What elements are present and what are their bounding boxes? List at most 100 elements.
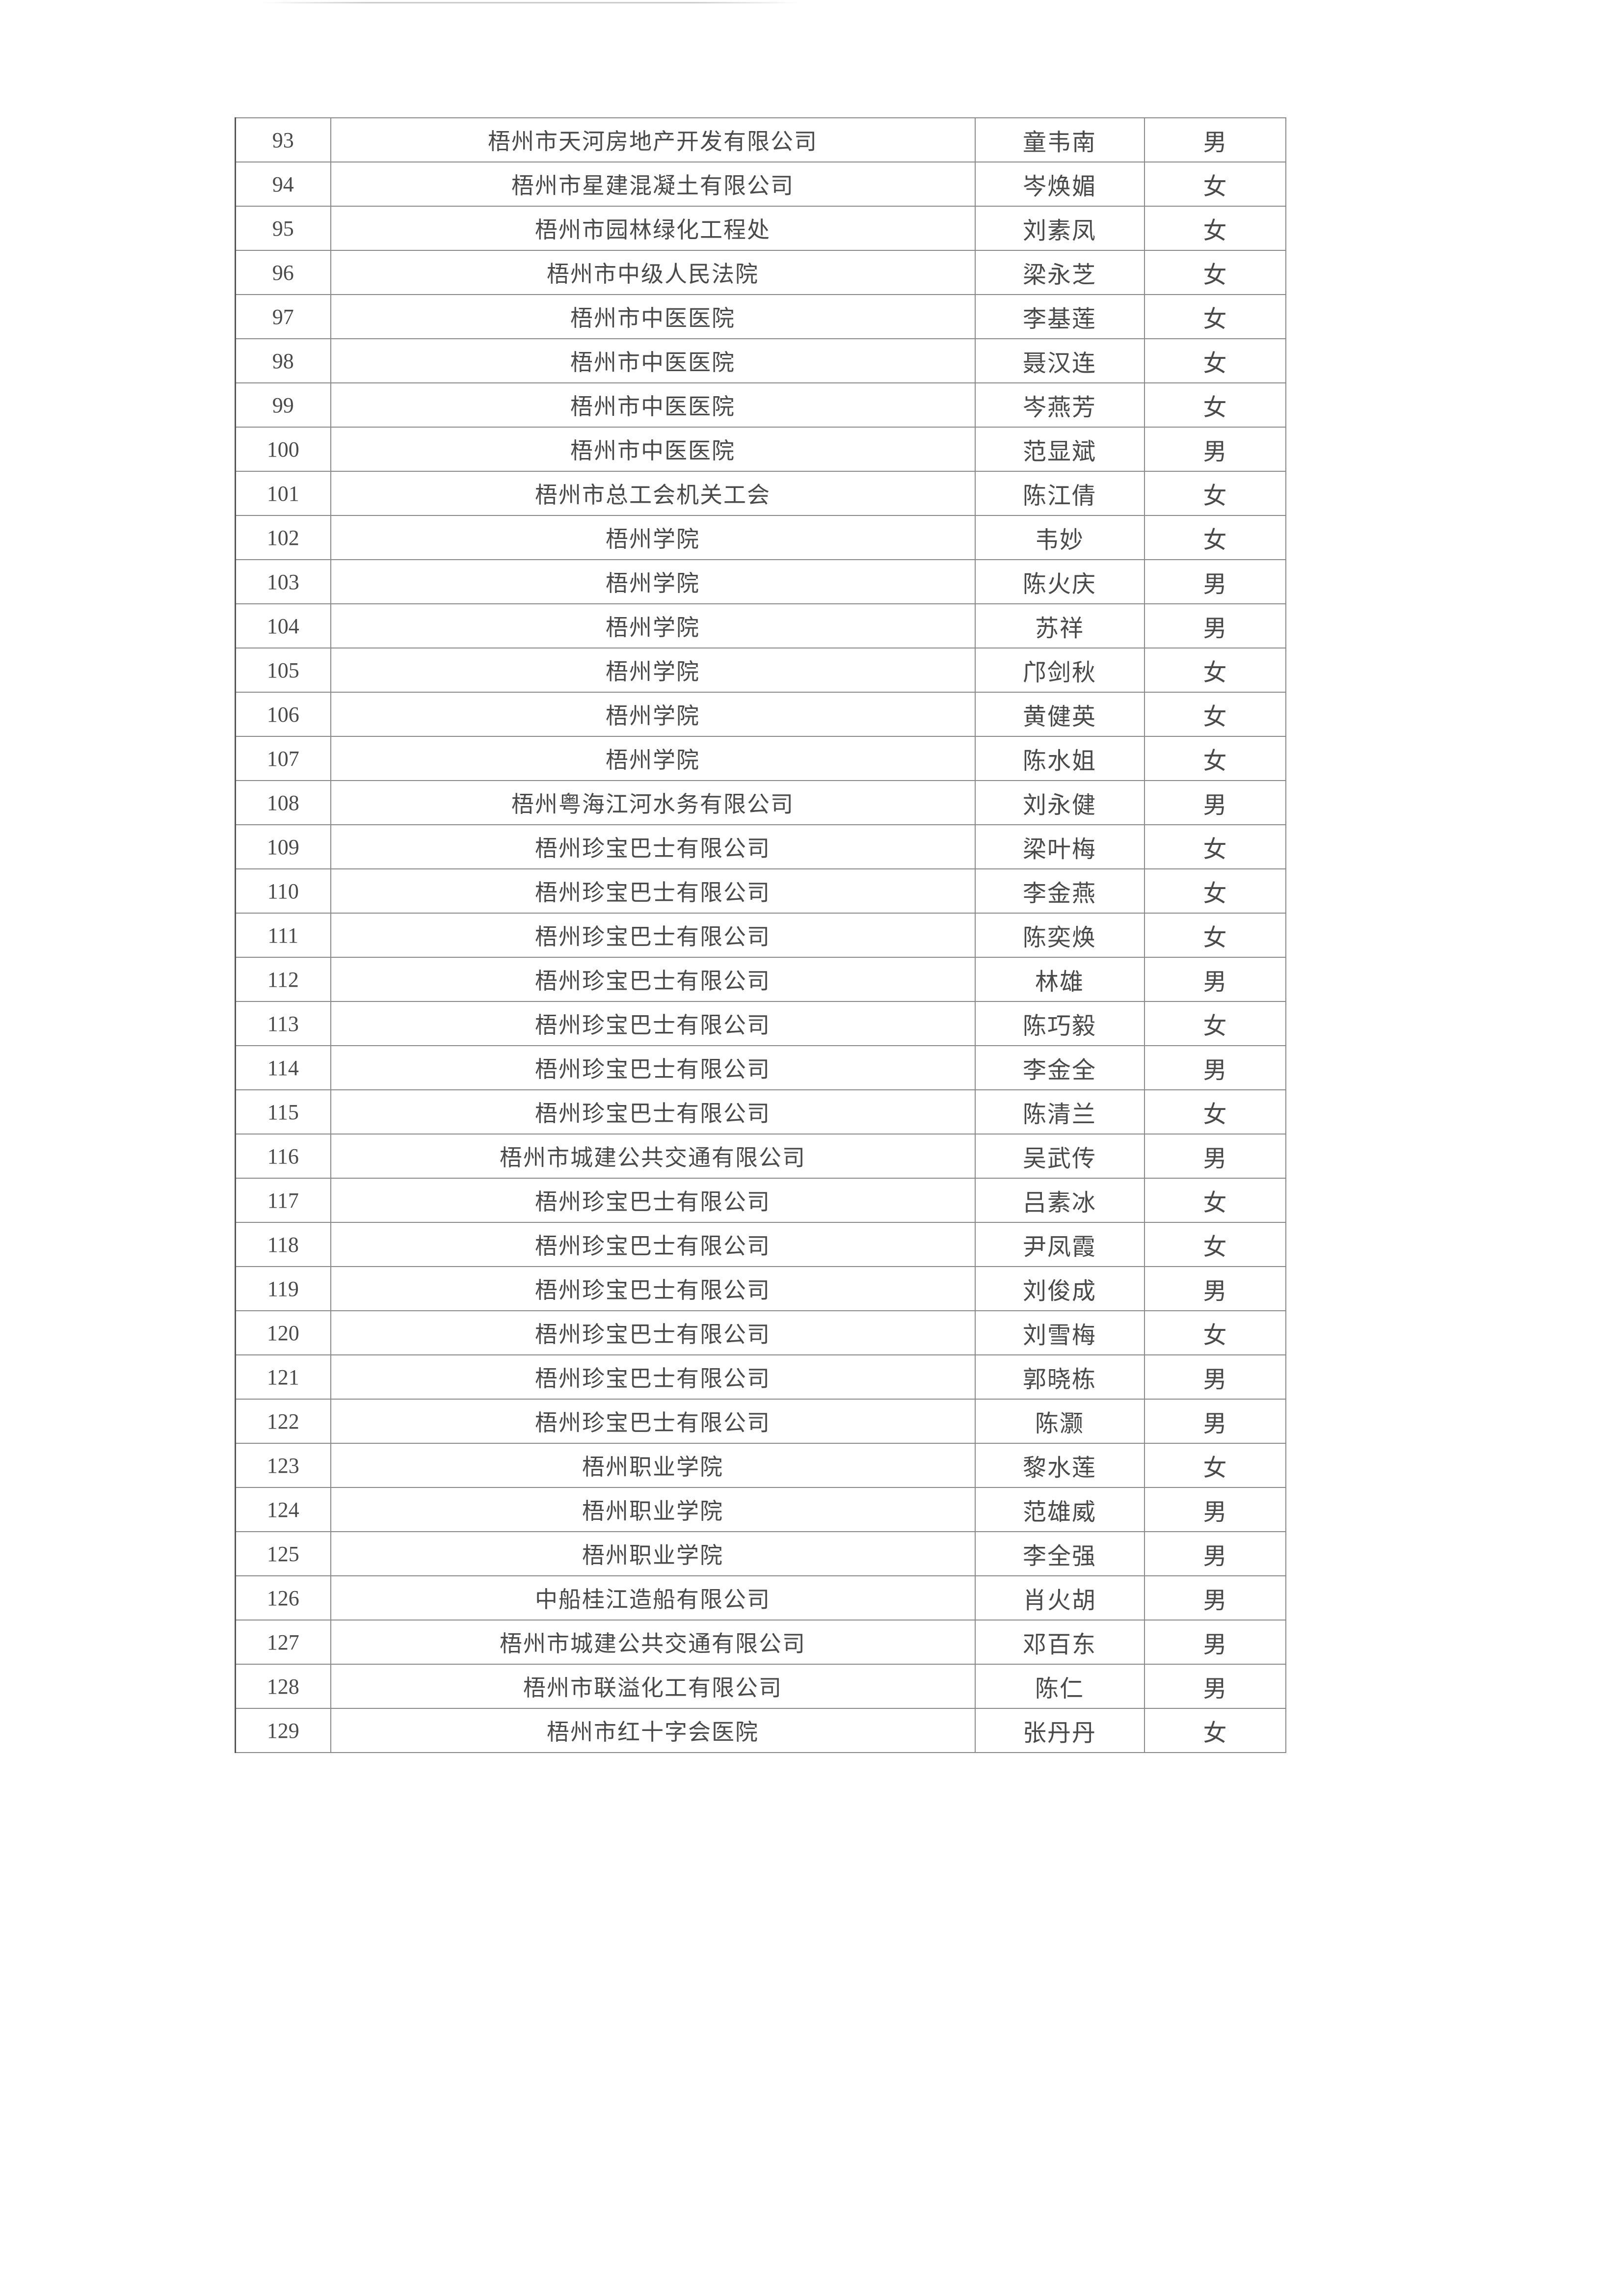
table-row: 100 梧州市中医医院 范显斌男 xyxy=(235,427,1286,472)
unit-name: 梧州珍宝巴士有限公司 xyxy=(330,1222,976,1267)
person-name: 李全强 xyxy=(974,1531,1145,1576)
unit-name: 梧州市联溢化工有限公司 xyxy=(330,1664,976,1709)
row-number: 97 xyxy=(235,294,331,339)
unit-name: 梧州珍宝巴士有限公司 xyxy=(330,1310,976,1355)
person-name: 吕素冰 xyxy=(974,1178,1145,1223)
row-number: 117 xyxy=(235,1178,331,1223)
person-name: 邓百东 xyxy=(974,1620,1145,1665)
table-row: 112 梧州珍宝巴士有限公司 林雄男 xyxy=(235,957,1286,1002)
unit-name: 梧州珍宝巴士有限公司 xyxy=(330,957,976,1002)
row-number: 119 xyxy=(235,1266,331,1311)
unit-name: 梧州珍宝巴士有限公司 xyxy=(330,913,976,958)
unit-name: 梧州市中医医院 xyxy=(330,294,976,339)
person-name: 岑燕芳 xyxy=(974,382,1145,428)
row-number: 120 xyxy=(235,1310,331,1355)
person-name: 李基莲 xyxy=(974,294,1145,339)
scan-artifact-line xyxy=(260,2,800,3)
gender: 女 xyxy=(1144,294,1286,339)
unit-name: 梧州珍宝巴士有限公司 xyxy=(330,1001,976,1046)
gender: 男 xyxy=(1144,427,1286,472)
table-row: 113 梧州珍宝巴士有限公司 陈巧毅女 xyxy=(235,1001,1286,1046)
row-number: 125 xyxy=(235,1531,331,1576)
person-name: 吴武传 xyxy=(974,1134,1145,1179)
row-number: 129 xyxy=(235,1708,331,1753)
roster-table: 93 梧州市天河房地产开发有限公司 童韦南男 94 梧州市星建混凝土有限公司 岑焕媚女 95… xyxy=(235,117,1286,1753)
gender: 女 xyxy=(1144,1443,1286,1488)
person-name: 张丹丹 xyxy=(974,1708,1145,1753)
person-name: 范显斌 xyxy=(974,427,1145,472)
gender: 女 xyxy=(1144,1089,1286,1134)
row-number: 113 xyxy=(235,1001,331,1046)
gender: 女 xyxy=(1144,824,1286,869)
unit-name: 梧州市中医医院 xyxy=(330,338,976,383)
person-name: 李金燕 xyxy=(974,868,1145,914)
table-row: 128 梧州市联溢化工有限公司 陈仁男 xyxy=(235,1664,1286,1709)
table-row: 127 梧州市城建公共交通有限公司 邓百东男 xyxy=(235,1620,1286,1665)
table-row: 93 梧州市天河房地产开发有限公司 童韦南男 xyxy=(235,117,1286,162)
unit-name: 梧州市中医医院 xyxy=(330,382,976,428)
unit-name: 梧州职业学院 xyxy=(330,1443,976,1488)
row-number: 124 xyxy=(235,1487,331,1532)
row-number: 100 xyxy=(235,427,331,472)
table-row: 103 梧州学院 陈火庆男 xyxy=(235,559,1286,604)
person-name: 陈巧毅 xyxy=(974,1001,1145,1046)
row-number: 106 xyxy=(235,692,331,737)
unit-name: 梧州市园林绿化工程处 xyxy=(330,206,976,251)
person-name: 韦妙 xyxy=(974,515,1145,560)
gender: 女 xyxy=(1144,1178,1286,1223)
row-number: 127 xyxy=(235,1620,331,1665)
row-number: 107 xyxy=(235,736,331,781)
person-name: 尹凤霞 xyxy=(974,1222,1145,1267)
gender: 男 xyxy=(1144,1354,1286,1400)
unit-name: 梧州市城建公共交通有限公司 xyxy=(330,1134,976,1179)
gender: 女 xyxy=(1144,250,1286,295)
gender: 女 xyxy=(1144,338,1286,383)
person-name: 李金全 xyxy=(974,1045,1145,1090)
table-row: 116 梧州市城建公共交通有限公司 吴武传男 xyxy=(235,1134,1286,1179)
gender: 男 xyxy=(1144,780,1286,825)
row-number: 108 xyxy=(235,780,331,825)
table-row: 129 梧州市红十字会医院 张丹丹女 xyxy=(235,1708,1286,1753)
person-name: 梁永芝 xyxy=(974,250,1145,295)
unit-name: 梧州学院 xyxy=(330,559,976,604)
unit-name: 梧州珍宝巴士有限公司 xyxy=(330,1089,976,1134)
gender: 女 xyxy=(1144,1001,1286,1046)
gender: 男 xyxy=(1144,603,1286,648)
unit-name: 梧州市星建混凝土有限公司 xyxy=(330,162,976,207)
row-number: 104 xyxy=(235,603,331,648)
gender: 男 xyxy=(1144,559,1286,604)
unit-name: 梧州职业学院 xyxy=(330,1487,976,1532)
gender: 男 xyxy=(1144,1531,1286,1576)
row-number: 105 xyxy=(235,648,331,693)
unit-name: 梧州粤海江河水务有限公司 xyxy=(330,780,976,825)
table-row: 123 梧州职业学院 黎水莲女 xyxy=(235,1443,1286,1488)
person-name: 郭晓栋 xyxy=(974,1354,1145,1400)
unit-name: 梧州珍宝巴士有限公司 xyxy=(330,1178,976,1223)
table-row: 122 梧州珍宝巴士有限公司 陈灏男 xyxy=(235,1399,1286,1444)
unit-name: 梧州市天河房地产开发有限公司 xyxy=(330,117,976,162)
row-number: 98 xyxy=(235,338,331,383)
row-number: 126 xyxy=(235,1575,331,1621)
gender: 女 xyxy=(1144,648,1286,693)
unit-name: 梧州学院 xyxy=(330,515,976,560)
table-row: 124 梧州职业学院 范雄威男 xyxy=(235,1487,1286,1532)
gender: 女 xyxy=(1144,471,1286,516)
table-row: 109 梧州珍宝巴士有限公司 梁叶梅女 xyxy=(235,824,1286,869)
row-number: 111 xyxy=(235,913,331,958)
table-row: 107 梧州学院 陈水姐女 xyxy=(235,736,1286,781)
gender: 女 xyxy=(1144,692,1286,737)
person-name: 梁叶梅 xyxy=(974,824,1145,869)
person-name: 刘俊成 xyxy=(974,1266,1145,1311)
person-name: 童韦南 xyxy=(974,117,1145,162)
unit-name: 梧州市城建公共交通有限公司 xyxy=(330,1620,976,1665)
table-row: 117 梧州珍宝巴士有限公司 吕素冰女 xyxy=(235,1178,1286,1223)
gender: 女 xyxy=(1144,162,1286,207)
gender: 男 xyxy=(1144,957,1286,1002)
row-number: 112 xyxy=(235,957,331,1002)
row-number: 99 xyxy=(235,382,331,428)
gender: 男 xyxy=(1144,1620,1286,1665)
table-row: 119 梧州珍宝巴士有限公司 刘俊成男 xyxy=(235,1266,1286,1311)
person-name: 刘雪梅 xyxy=(974,1310,1145,1355)
table-row: 108 梧州粤海江河水务有限公司 刘永健男 xyxy=(235,780,1286,825)
gender: 男 xyxy=(1144,1134,1286,1179)
